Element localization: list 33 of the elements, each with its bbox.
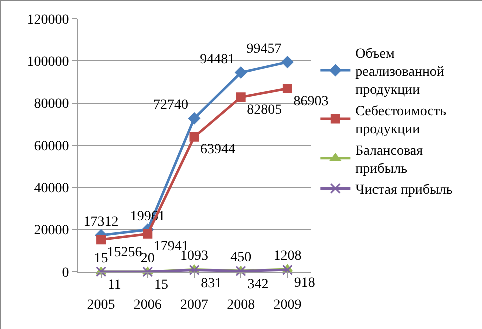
data-label: 63944 [200,142,236,158]
data-label: 342 [248,277,269,292]
x-tick-label: 2006 [134,298,162,313]
data-label: 918 [294,276,316,292]
data-label: 1208 [274,248,302,264]
data-label: 11 [108,278,122,294]
data-label: 17312 [84,215,119,230]
data-label: 15 [154,278,169,294]
data-label: 82805 [247,102,282,118]
data-label: 15256 [107,245,142,260]
y-tick-label: 80000 [34,97,70,112]
x-tick-label: 2008 [227,298,256,313]
data-label: 20 [140,251,155,266]
legend-label: Себестоимость продукции [356,104,446,138]
legend-label: Чистая прибыль [356,183,453,198]
y-tick-label: 20000 [34,224,70,239]
data-label: 831 [201,276,222,292]
legend-label: Объем реализованной продукции [356,46,445,98]
y-tick-label: 100000 [27,55,70,70]
legend-label: Балансовая прибыль [356,144,424,177]
data-label: 94481 [200,52,236,68]
x-tick-label: 2007 [180,298,208,313]
data-label: 15 [94,251,108,266]
y-tick-label: 0 [62,266,70,281]
y-tick-label: 60000 [34,139,70,154]
x-tick-label: 2005 [87,298,116,313]
data-label: 86903 [294,94,329,110]
data-label: 99457 [246,42,282,57]
data-label: 450 [230,250,252,266]
y-tick-label: 40000 [34,182,70,197]
x-tick-label: 2009 [274,298,302,313]
y-tick-label: 120000 [27,12,70,28]
data-label: 72740 [154,98,188,114]
